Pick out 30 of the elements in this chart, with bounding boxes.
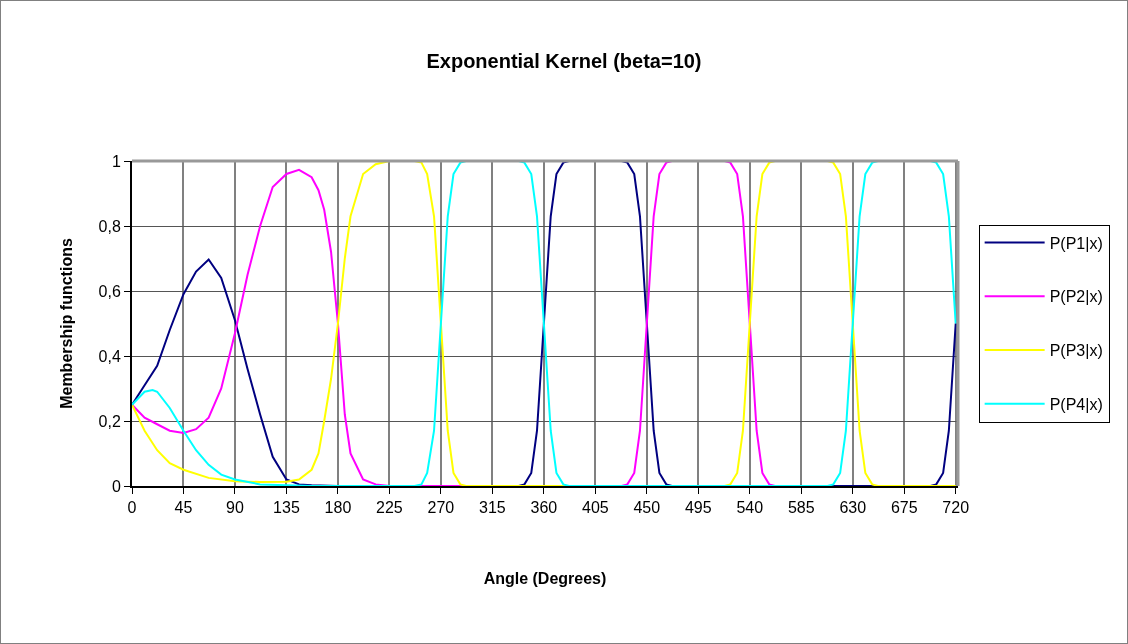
chart-title: Exponential Kernel (beta=10) bbox=[426, 50, 702, 72]
x-tick-label: 45 bbox=[174, 499, 193, 517]
x-tick-label: 630 bbox=[839, 499, 867, 517]
y-axis-title: Membership functions bbox=[57, 238, 75, 409]
x-tick-label: 450 bbox=[633, 499, 661, 517]
legend-label: P(P2|x) bbox=[1049, 288, 1103, 306]
y-tick-label: 0,6 bbox=[98, 282, 121, 300]
x-tick-label: 225 bbox=[376, 499, 403, 517]
y-tick-label: 1 bbox=[111, 152, 121, 170]
legend-label: P(P1|x) bbox=[1049, 234, 1103, 252]
x-tick-label: 540 bbox=[736, 499, 764, 517]
x-tick-label: 675 bbox=[890, 499, 918, 517]
y-tick-label: 0 bbox=[111, 477, 121, 495]
x-tick-label: 585 bbox=[787, 499, 815, 517]
y-tick-label: 0,2 bbox=[98, 412, 121, 430]
x-tick-label: 180 bbox=[324, 499, 352, 517]
y-tick-label: 0,8 bbox=[98, 217, 121, 235]
y-tick-label: 0,4 bbox=[98, 347, 121, 365]
x-axis-title: Angle (Degrees) bbox=[483, 570, 607, 588]
x-tick-label: 405 bbox=[581, 499, 609, 517]
x-tick-label: 270 bbox=[427, 499, 455, 517]
x-tick-label: 360 bbox=[530, 499, 558, 517]
x-tick-label: 90 bbox=[226, 499, 244, 517]
x-tick-label: 135 bbox=[273, 499, 300, 517]
x-tick-label: 315 bbox=[479, 499, 506, 517]
x-tick-label: 720 bbox=[942, 499, 970, 517]
x-tick-label: 495 bbox=[684, 499, 712, 517]
x-tick-label: 0 bbox=[127, 499, 137, 517]
legend-label: P(P3|x) bbox=[1049, 342, 1103, 360]
legend-label: P(P4|x) bbox=[1049, 396, 1103, 414]
